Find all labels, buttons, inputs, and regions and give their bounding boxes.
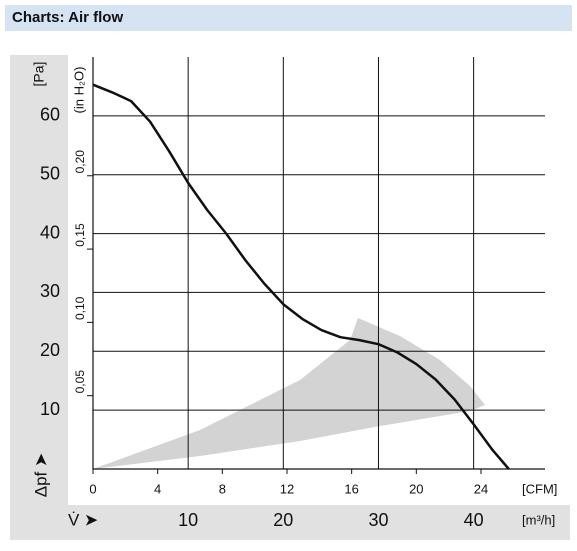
x2-tick-label: 8: [219, 481, 226, 496]
x2-tick-label: 4: [154, 481, 161, 496]
x-tick-label: 30: [368, 510, 388, 530]
y2-tick-label: 0,05: [73, 370, 87, 394]
y-tick-label: 60: [40, 105, 60, 125]
curve: [92, 83, 510, 470]
x-axis-label: [m³/h]: [522, 512, 555, 527]
x-tick-label: 40: [464, 510, 484, 530]
y-tick-label: 20: [40, 340, 60, 360]
y-axis-label: [Pa]: [31, 62, 47, 87]
y2-tick-label: 0,15: [73, 223, 87, 247]
x-tick-label: 20: [273, 510, 293, 530]
header-bar: [5, 5, 572, 31]
y2-tick-label: 0,10: [73, 296, 87, 320]
y2-axis-label: (in H₂O): [71, 67, 86, 114]
operating-range: [93, 318, 485, 469]
y-tick-label: 40: [40, 222, 60, 242]
y-axis-symbol: Δpf ➤: [31, 453, 50, 498]
plot-panel: [68, 55, 570, 505]
x2-axis-label: [CFM]: [522, 481, 557, 496]
x2-tick-label: 12: [280, 481, 294, 496]
chart-title: Charts: Air flow: [12, 9, 123, 26]
y-tick-label: 10: [40, 399, 60, 419]
x-tick-label: 10: [178, 510, 198, 530]
x2-tick-label: 24: [474, 481, 488, 496]
y-tick-label: 30: [40, 281, 60, 301]
y2-tick-label: 0,20: [73, 150, 87, 174]
x2-tick-label: 0: [89, 481, 96, 496]
x-axis-symbol: V̇ ➤: [68, 510, 98, 529]
x2-tick-label: 16: [344, 481, 358, 496]
y-tick-label: 50: [40, 163, 60, 183]
x2-tick-label: 20: [409, 481, 423, 496]
